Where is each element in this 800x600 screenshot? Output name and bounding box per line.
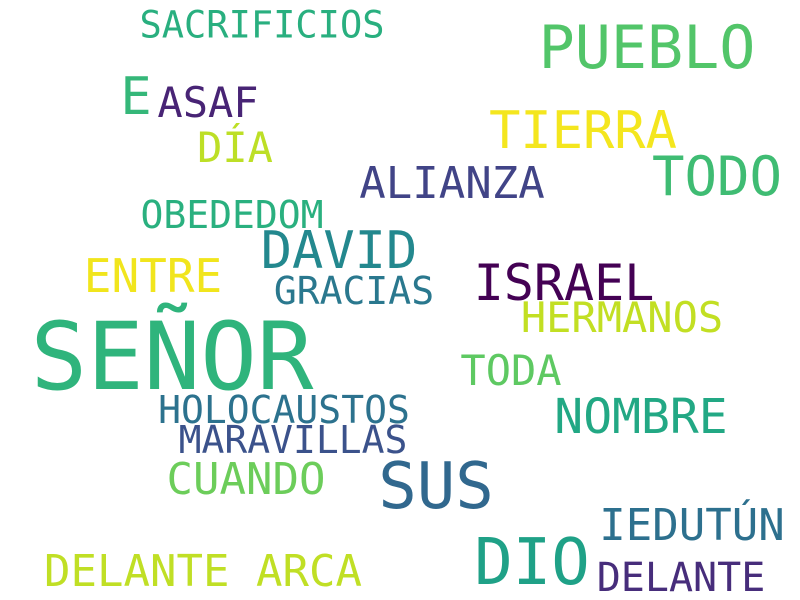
word-iedutun: IEDUTÚN bbox=[599, 500, 785, 551]
word-pueblo: PUEBLO bbox=[538, 13, 756, 83]
word-gracias: GRACIAS bbox=[273, 269, 435, 313]
word-toda: TODA bbox=[460, 346, 562, 395]
word-nombre: NOMBRE bbox=[554, 389, 728, 445]
word-hermanos: HERMANOS bbox=[520, 293, 724, 342]
word-sus: SUS bbox=[378, 450, 494, 524]
word-e: E bbox=[120, 67, 152, 127]
word-asaf: ASAF bbox=[157, 78, 259, 127]
word-dia: DÍA bbox=[197, 123, 273, 172]
word-david: DAVID bbox=[260, 221, 418, 281]
word-obededom: OBEDEDOM bbox=[140, 193, 324, 237]
word-senor: SEÑOR bbox=[30, 303, 314, 412]
word-alianza: ALIANZA bbox=[359, 158, 545, 209]
word-delante: DELANTE bbox=[596, 555, 766, 600]
word-todo: TODO bbox=[651, 145, 783, 208]
word-entre: ENTRE bbox=[83, 249, 223, 303]
word-sacrificios: SACRIFICIOS bbox=[139, 3, 385, 47]
word-maravillas: MARAVILLAS bbox=[178, 418, 408, 462]
word-dio: DIO bbox=[474, 526, 590, 600]
word-cuando: CUANDO bbox=[166, 454, 326, 505]
word-holocaustos: HOLOCAUSTOS bbox=[158, 388, 410, 432]
word-delante-arca: DELANTE ARCA bbox=[44, 546, 362, 597]
word-israel: ISRAEL bbox=[473, 254, 655, 312]
word-tierra: TIERRA bbox=[489, 101, 677, 161]
